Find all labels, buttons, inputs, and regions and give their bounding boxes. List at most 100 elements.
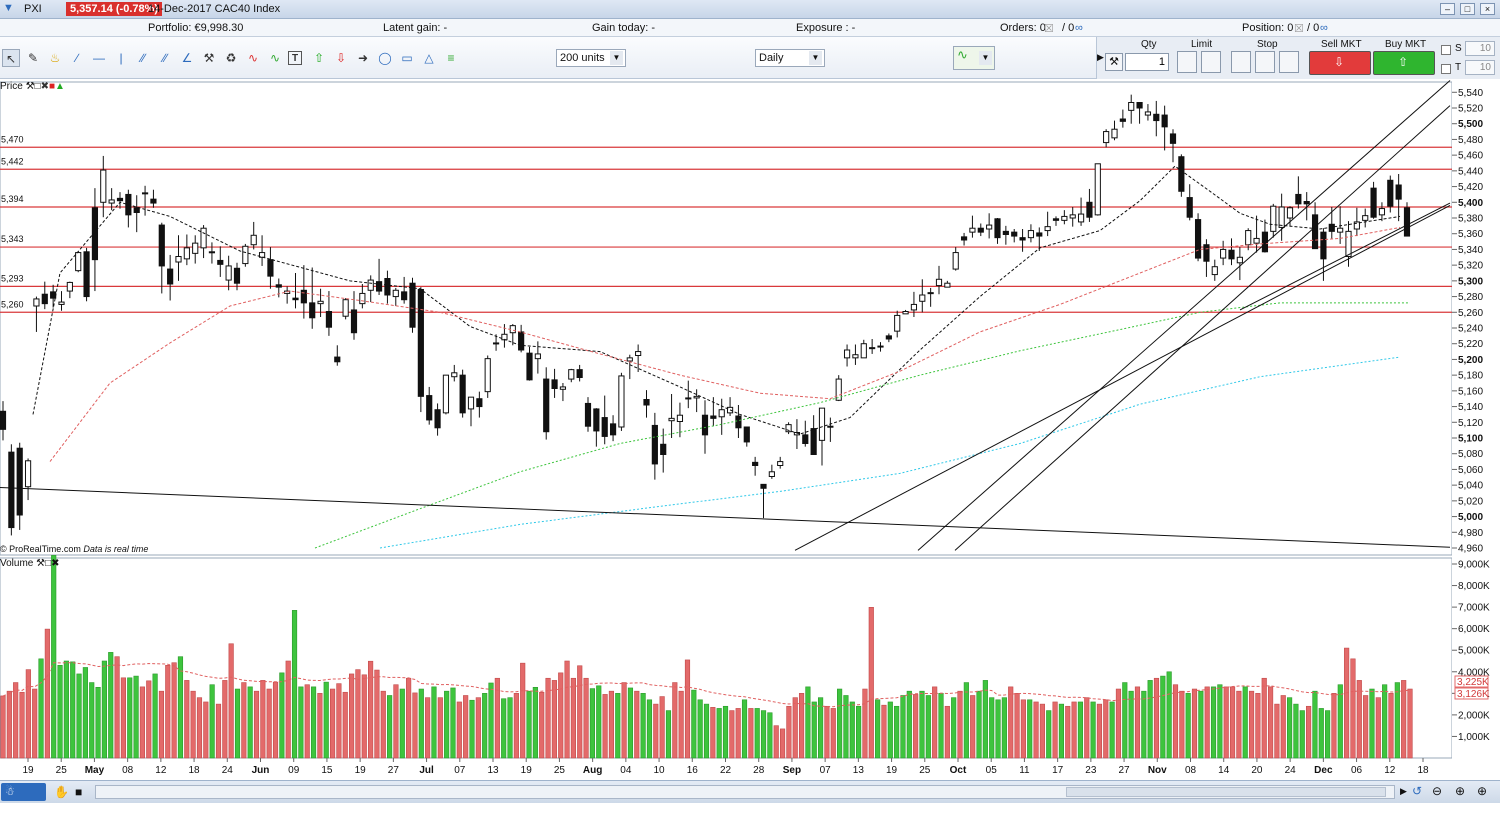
s-input[interactable]: 10 — [1465, 41, 1495, 56]
zoom-in-icon[interactable]: ⊕ — [1477, 784, 1488, 798]
qty-input[interactable] — [1125, 53, 1169, 71]
delete-chart-icon[interactable]: ■ — [75, 785, 83, 799]
price-maximize-icon[interactable]: □ — [34, 81, 41, 92]
t-checkbox[interactable] — [1441, 64, 1451, 74]
vertical-line-icon[interactable]: | — [119, 51, 123, 65]
s-checkbox[interactable] — [1441, 45, 1451, 55]
zoom-reset-icon[interactable]: ↺ — [1412, 784, 1423, 798]
volume-axis-label: 4,000K — [1458, 667, 1490, 678]
parallel-lines-icon[interactable]: ∕∕ — [162, 51, 167, 65]
candle-down — [752, 461, 759, 467]
zigzag-green-icon[interactable]: ∿ — [269, 51, 281, 65]
cursor-icon[interactable]: ↖ — [2, 49, 20, 67]
stop-cancel-button[interactable] — [1279, 51, 1299, 73]
volume-bar-up — [805, 686, 811, 759]
volume-bar-up — [856, 705, 862, 759]
horizontal-scrollbar[interactable] — [95, 785, 1395, 799]
app-menu-icon[interactable]: ▼ — [3, 2, 14, 14]
orders-count[interactable]: Orders: 0 — [1000, 22, 1046, 34]
ruler-icon[interactable]: ✎ — [27, 51, 39, 65]
volume-bar-down — [361, 674, 367, 759]
candle-up — [668, 417, 675, 422]
t-input[interactable]: 10 — [1465, 60, 1495, 75]
volume-bar-up — [1122, 682, 1128, 759]
candle-up — [1220, 248, 1227, 259]
ellipse-icon[interactable]: ◯ — [378, 51, 392, 65]
position-count[interactable]: Position: 0 — [1242, 22, 1294, 34]
share-button[interactable]: ☃ Share — [1, 783, 46, 816]
hammer-icon[interactable]: ⚒ — [203, 51, 215, 65]
volume-bar-down — [944, 705, 950, 759]
volume-bar-down — [1204, 686, 1210, 759]
fan-icon[interactable]: ∠ — [181, 51, 193, 65]
orders-cancel-icon[interactable]: ☒ — [1044, 23, 1054, 35]
price-axis-label: 4,980 — [1458, 528, 1483, 539]
price-settings-wrench-icon[interactable]: ⚒ — [25, 81, 35, 92]
candle-up — [442, 374, 450, 414]
volume-bar-down — [1356, 680, 1362, 759]
volume-bar-down — [304, 684, 310, 759]
volume-bar-down — [1248, 690, 1255, 759]
zoom-fit-icon[interactable]: ⊕ — [1455, 784, 1466, 798]
triangle-icon[interactable]: △ — [424, 51, 434, 65]
time-axis-label: 27 — [388, 765, 400, 776]
orders-link-icon[interactable]: ∞ — [1075, 22, 1083, 34]
hand-tool-icon[interactable]: ✋ — [54, 785, 69, 799]
volume-settings-wrench-icon[interactable]: ⚒ — [36, 558, 46, 569]
price-down-icon[interactable]: ■ — [48, 81, 56, 92]
settings-wrench-icon[interactable]: ⚒ — [1105, 53, 1123, 71]
scroll-right-icon[interactable]: ▶ — [1400, 786, 1407, 796]
chart-type-button[interactable]: ∿ ▼ — [953, 46, 995, 70]
price-up-icon[interactable]: ▲ — [55, 81, 65, 92]
alert-bell-icon[interactable]: ♨ — [49, 51, 61, 65]
price-close-icon[interactable]: ✖ — [40, 81, 49, 92]
volume-axis-label: 8,000K — [1458, 581, 1490, 592]
limit-sell-button[interactable] — [1201, 51, 1221, 73]
candle-down — [1403, 207, 1411, 237]
volume-close-icon[interactable]: ✖ — [51, 558, 60, 569]
limit-buy-button[interactable] — [1177, 51, 1197, 73]
candle-up — [568, 369, 575, 380]
zigzag-red-icon[interactable]: ∿ — [247, 51, 259, 65]
price-axis-label: 5,240 — [1458, 324, 1483, 335]
time-axis-label: 08 — [122, 765, 134, 776]
restore-button[interactable]: □ — [1460, 3, 1475, 15]
position-link-icon[interactable]: ∞ — [1320, 22, 1328, 34]
zoom-out-icon[interactable]: ⊖ — [1432, 784, 1443, 798]
fibonacci-icon[interactable]: ≡ — [447, 51, 455, 65]
sell-market-button[interactable]: ⇩ — [1309, 51, 1371, 75]
app-label[interactable]: PXI — [24, 3, 42, 15]
candle-down — [1019, 237, 1026, 241]
candle-down — [584, 402, 592, 427]
text-tool-icon[interactable]: T — [288, 51, 302, 65]
horizontal-line-icon[interactable]: — — [93, 51, 105, 65]
buy-market-button[interactable]: ⇧ — [1373, 51, 1435, 75]
stop-sell-button[interactable] — [1255, 51, 1275, 73]
candle-down — [551, 379, 558, 390]
channel-icon[interactable]: ∕∕ — [140, 51, 145, 65]
arrow-up-icon[interactable]: ⇧ — [313, 51, 325, 65]
position-cancel-icon[interactable]: ☒ — [1294, 23, 1304, 35]
volume-axis-label: 1,000K — [1458, 732, 1490, 743]
arrow-right-icon[interactable]: ➜ — [357, 51, 369, 65]
trendline-icon[interactable]: ∕ — [75, 51, 78, 65]
minimize-button[interactable]: – — [1440, 3, 1455, 15]
period-select[interactable]: Daily ▼ — [755, 49, 825, 67]
stop-buy-button[interactable] — [1231, 51, 1251, 73]
candle-down — [116, 197, 124, 202]
arrow-down-icon[interactable]: ⇩ — [335, 51, 347, 65]
rectangle-icon[interactable]: ▭ — [401, 51, 413, 65]
price-volume-chart[interactable]: 5,540 5,520 5,500 5,480 5,460 5,440 5,420 5,400… — [0, 79, 1500, 780]
close-button[interactable]: × — [1480, 3, 1495, 15]
units-select[interactable]: 200 units ▼ — [556, 49, 626, 67]
candle-up — [902, 311, 909, 315]
candle-down — [292, 297, 299, 301]
scrollbar-thumb[interactable] — [1066, 787, 1386, 797]
volume-maximize-icon[interactable]: □ — [45, 558, 52, 569]
candle-down — [1186, 197, 1193, 218]
time-axis-label: 10 — [654, 765, 666, 776]
candle-down — [1387, 179, 1394, 207]
collapse-arrow-icon[interactable]: ▶ — [1097, 52, 1104, 62]
trash-icon[interactable]: ♻ — [225, 51, 237, 65]
volume-bar-up — [323, 681, 329, 759]
